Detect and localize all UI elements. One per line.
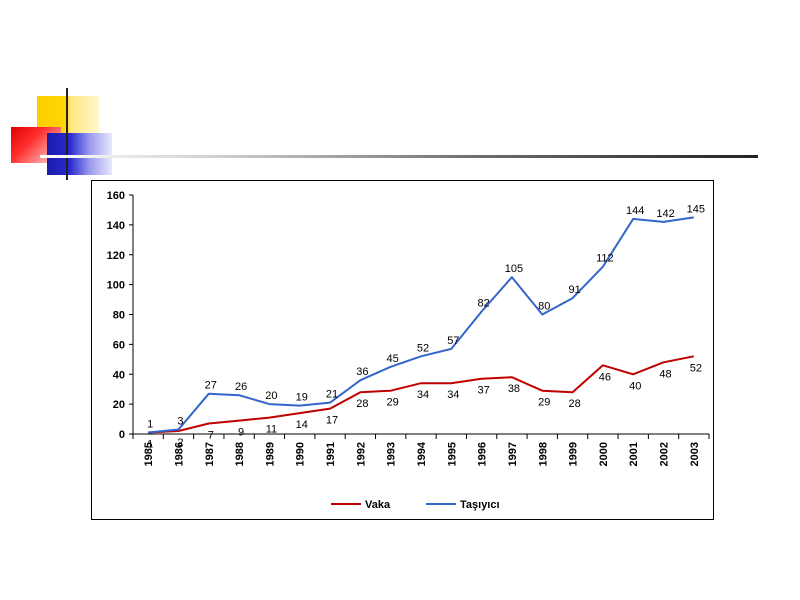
data-label-tasiyici: 26 xyxy=(235,381,247,393)
x-tick-label: 2002 xyxy=(659,442,671,466)
x-tick-label: 1998 xyxy=(537,442,549,466)
data-label-tasiyici: 145 xyxy=(687,203,705,215)
data-label-tasiyici: 20 xyxy=(265,390,277,402)
data-label-vaka: 38 xyxy=(508,383,520,395)
data-label-vaka: 37 xyxy=(478,385,490,397)
y-tick-label: 20 xyxy=(113,399,125,411)
x-tick-label: 1999 xyxy=(568,442,580,466)
x-tick-label: 1985 xyxy=(143,442,155,466)
y-tick-label: 140 xyxy=(107,220,125,232)
data-label-tasiyici: 112 xyxy=(596,253,614,265)
data-label-tasiyici: 27 xyxy=(205,380,217,392)
x-tick-label: 1996 xyxy=(477,442,489,466)
data-label-tasiyici: 52 xyxy=(417,342,429,354)
data-label-vaka: 52 xyxy=(690,362,702,374)
y-tick-label: 0 xyxy=(119,429,125,441)
data-label-tasiyici: 105 xyxy=(505,263,523,275)
y-tick-label: 80 xyxy=(113,310,125,322)
data-label-vaka: 40 xyxy=(629,380,641,392)
x-tick-label: 1993 xyxy=(386,442,398,466)
data-label-tasiyici: 144 xyxy=(626,205,644,217)
x-tick-label: 1986 xyxy=(173,442,185,466)
data-label-tasiyici: 21 xyxy=(326,389,338,401)
x-tick-label: 1987 xyxy=(204,442,216,466)
x-tick-label: 1990 xyxy=(295,442,307,466)
y-tick-label: 120 xyxy=(107,250,125,262)
data-label-tasiyici: 45 xyxy=(387,353,399,365)
y-tick-label: 100 xyxy=(107,280,125,292)
x-tick-label: 1997 xyxy=(507,442,519,466)
chart-frame xyxy=(91,180,714,520)
y-tick-label: 40 xyxy=(113,369,125,381)
legend-label-tasiyici: Taşıyıcı xyxy=(460,499,500,511)
x-tick-label: 1989 xyxy=(264,442,276,466)
data-label-vaka: 29 xyxy=(538,397,550,409)
data-label-vaka: 7 xyxy=(208,430,214,442)
x-tick-label: 1988 xyxy=(234,442,246,466)
data-label-tasiyici: 142 xyxy=(656,208,674,220)
y-tick-label: 160 xyxy=(107,190,125,202)
data-label-vaka: 48 xyxy=(659,368,671,380)
x-tick-label: 2000 xyxy=(598,442,610,466)
data-label-vaka: 28 xyxy=(356,398,368,410)
decor-blue-block xyxy=(47,133,112,175)
x-tick-label: 1991 xyxy=(325,442,337,466)
data-label-tasiyici: 91 xyxy=(568,284,580,296)
data-label-tasiyici: 80 xyxy=(538,301,550,313)
data-label-vaka: 2 xyxy=(177,437,183,449)
data-label-vaka: 46 xyxy=(599,371,611,383)
series-line-vaka xyxy=(148,355,694,434)
data-label-tasiyici: 1 xyxy=(147,419,153,431)
data-label-vaka: 28 xyxy=(568,398,580,410)
data-label-tasiyici: 19 xyxy=(296,392,308,404)
x-tick-label: 1994 xyxy=(416,441,428,466)
x-tick-label: 1995 xyxy=(446,442,458,466)
chart-legend: Vaka Taşıyıcı xyxy=(331,499,500,511)
legend-label-vaka: Vaka xyxy=(365,499,391,511)
data-label-vaka: 1 xyxy=(147,439,153,451)
data-label-vaka: 14 xyxy=(296,419,308,431)
decor-horizontal-rule xyxy=(40,155,758,158)
data-label-vaka: 34 xyxy=(417,389,429,401)
data-label-vaka: 9 xyxy=(238,427,244,439)
data-label-tasiyici: 3 xyxy=(177,416,183,428)
y-tick-label: 60 xyxy=(113,339,125,351)
data-label-tasiyici: 57 xyxy=(447,335,459,347)
decor-vertical-line xyxy=(66,88,68,180)
data-label-vaka: 29 xyxy=(387,397,399,409)
data-label-vaka: 17 xyxy=(326,415,338,427)
data-label-tasiyici: 82 xyxy=(478,298,490,310)
chart-series xyxy=(148,216,694,434)
series-line-tasiyici xyxy=(148,216,694,434)
x-tick-label: 1992 xyxy=(355,442,367,466)
data-label-vaka: 11 xyxy=(266,424,277,436)
x-tick-label: 2001 xyxy=(628,442,640,466)
data-label-vaka: 34 xyxy=(447,389,459,401)
data-label-tasiyici: 36 xyxy=(356,366,368,378)
x-tick-label: 2003 xyxy=(689,442,701,466)
